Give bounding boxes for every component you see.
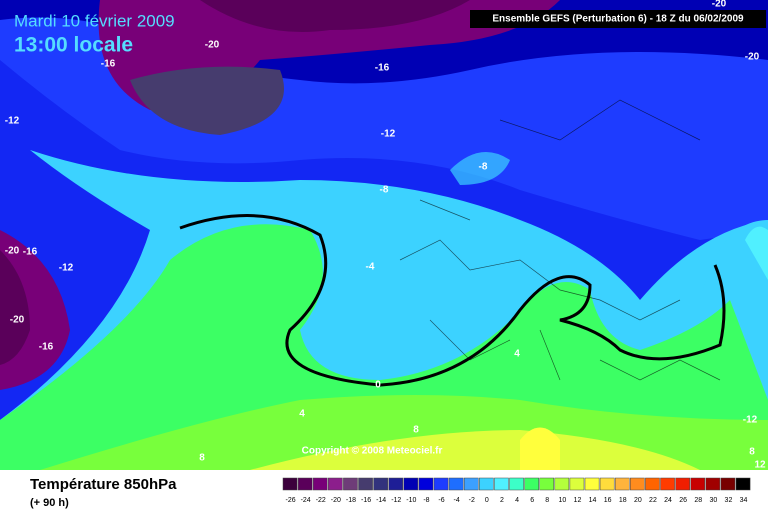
scale-swatch bbox=[312, 477, 328, 491]
scale-label: 12 bbox=[574, 497, 582, 504]
scale-label: -24 bbox=[301, 497, 311, 504]
scale-swatch bbox=[463, 477, 479, 491]
scale-label: -2 bbox=[469, 497, 475, 504]
scale-swatch bbox=[660, 477, 675, 491]
scale-label: -14 bbox=[376, 497, 386, 504]
contour-label: -12 bbox=[381, 129, 396, 140]
contour-label: -20 bbox=[10, 315, 25, 326]
scale-label: 8 bbox=[545, 497, 549, 504]
scale-label: 16 bbox=[604, 497, 612, 504]
scale-label: 22 bbox=[649, 497, 657, 504]
time: 13:00 locale bbox=[14, 34, 133, 57]
contour-label: -12 bbox=[59, 263, 74, 274]
scale-swatch bbox=[690, 477, 706, 491]
contour-label: -20 bbox=[205, 40, 220, 51]
scale-swatch bbox=[735, 477, 751, 491]
scale-swatch bbox=[418, 477, 434, 491]
scale-label: 32 bbox=[725, 497, 733, 504]
contour-label: -8 bbox=[380, 185, 389, 196]
contour-label: 8 bbox=[413, 425, 419, 436]
scale-label: -20 bbox=[331, 497, 341, 504]
scale-swatch bbox=[509, 477, 524, 491]
scale-swatch bbox=[358, 477, 373, 491]
scale-label: 4 bbox=[515, 497, 519, 504]
contour-label: 0 bbox=[375, 380, 381, 391]
contour-label: 8 bbox=[749, 447, 755, 458]
scale-swatch bbox=[328, 477, 343, 491]
scale-swatch bbox=[448, 477, 464, 491]
scale-label: 20 bbox=[634, 497, 642, 504]
scale-swatch bbox=[297, 477, 313, 491]
scale-swatch bbox=[599, 477, 615, 491]
date: Mardi 10 février 2009 bbox=[14, 11, 175, 30]
scale-label: 26 bbox=[679, 497, 687, 504]
contour-label: 12 bbox=[754, 460, 766, 471]
scale-swatch bbox=[584, 477, 600, 491]
scale-swatch bbox=[373, 477, 388, 491]
scale-swatch bbox=[479, 477, 494, 491]
scale-swatch bbox=[282, 477, 298, 491]
scale-label: 24 bbox=[664, 497, 672, 504]
contour-label: -20 bbox=[712, 0, 727, 10]
scale-label: -8 bbox=[423, 497, 429, 504]
scale-swatch bbox=[569, 477, 585, 491]
scale-label: 34 bbox=[740, 497, 748, 504]
contour-labels: -20-16 -16-20-20-12-12-8-8-20 -16-12 -4-20-… bbox=[5, 0, 766, 471]
scale-swatch bbox=[539, 477, 555, 491]
scale-label: -12 bbox=[391, 497, 401, 504]
scale-label: 18 bbox=[619, 497, 627, 504]
scale-swatch bbox=[705, 477, 721, 491]
scale-swatch bbox=[614, 477, 630, 491]
scale-label: 28 bbox=[694, 497, 702, 504]
copyright: Copyright © 2008 Meteociel.fr bbox=[302, 446, 443, 457]
scale-label: -26 bbox=[285, 497, 295, 504]
contour-label: -20 bbox=[5, 246, 20, 257]
scale-swatch bbox=[630, 477, 645, 491]
scale-swatch bbox=[403, 477, 419, 491]
footer bbox=[0, 470, 768, 512]
scale-label: 6 bbox=[530, 497, 534, 504]
scale-label: -10 bbox=[406, 497, 416, 504]
color-scale: -26 -24 -22 -20 -18 -16 -14 -12 -10 -8 -6 -4 -2 0 2 4 6 8… bbox=[282, 477, 751, 504]
contour-label: -16 bbox=[23, 247, 38, 258]
scale-label: 30 bbox=[709, 497, 717, 504]
scale-swatch bbox=[720, 477, 736, 491]
footer-subtitle: (+ 90 h) bbox=[30, 497, 69, 509]
footer-title: Température 850hPa bbox=[30, 476, 177, 493]
scale-swatch bbox=[675, 477, 690, 491]
contour-label: -4 bbox=[366, 262, 375, 273]
run-box bbox=[470, 10, 766, 28]
scale-label: 2 bbox=[500, 497, 504, 504]
contour-label: 4 bbox=[514, 349, 520, 360]
contour-label: -16 bbox=[39, 342, 54, 353]
contour-label: -12 bbox=[743, 415, 758, 426]
scale-label: 0 bbox=[485, 497, 489, 504]
contour-label: -20 bbox=[745, 52, 760, 63]
scale-label: -4 bbox=[454, 497, 460, 504]
scale-label: -16 bbox=[361, 497, 371, 504]
scale-swatch bbox=[343, 477, 358, 491]
scale-swatch bbox=[433, 477, 449, 491]
contour-label: -8 bbox=[479, 162, 488, 173]
scale-label: 10 bbox=[558, 497, 566, 504]
contour-label: -12 bbox=[5, 116, 20, 127]
run-info: Ensemble GEFS (Perturbation 6) - 18 Z du… bbox=[492, 14, 744, 25]
scale-swatch bbox=[524, 477, 539, 491]
scale-swatch bbox=[554, 477, 570, 491]
scale-swatch bbox=[388, 477, 404, 491]
scale-label: 14 bbox=[589, 497, 597, 504]
scale-swatch bbox=[494, 477, 509, 491]
scale-swatch bbox=[645, 477, 660, 491]
contour-label: 4 bbox=[299, 409, 305, 420]
scale-label: -6 bbox=[438, 497, 444, 504]
contour-label: -16 bbox=[375, 63, 390, 74]
scale-label: -22 bbox=[316, 497, 326, 504]
contour-label: -16 bbox=[101, 59, 116, 70]
scale-label: -18 bbox=[346, 497, 356, 504]
contour-label: 8 bbox=[199, 453, 205, 464]
